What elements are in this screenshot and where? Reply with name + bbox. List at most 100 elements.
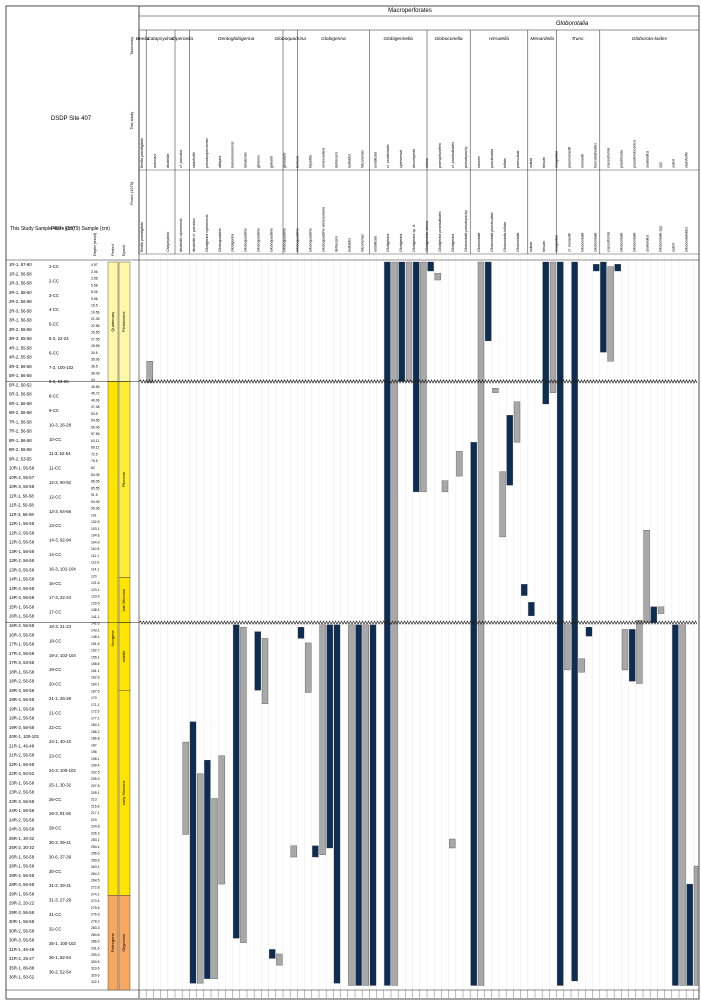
sample-this-study: 22R-3, 50-52	[9, 771, 35, 776]
depth-value: 172.6	[91, 710, 100, 714]
sample-this-study: 13R-1, 56-58	[9, 549, 35, 554]
range-bar-this-study	[485, 261, 492, 342]
depth-value: 186.8	[91, 737, 100, 741]
species-label-poore: bulloides	[347, 238, 351, 252]
range-bar-this-study	[557, 261, 564, 986]
sample-poore: 32-CC	[49, 926, 61, 931]
sample-this-study: 1R-3, 56-58	[9, 281, 32, 286]
depth-value: 123.9	[91, 595, 100, 599]
depth-value: 158.6	[91, 662, 100, 666]
sample-poore: 36-1, 52-54	[49, 955, 72, 960]
sample-this-study: 5R-3, 56-58	[9, 392, 32, 397]
sample-this-study: 23R-2, 56-58	[9, 790, 35, 795]
species-label-this-study: miozea	[477, 156, 481, 168]
sample-this-study: 21R-1, 46-48	[9, 743, 35, 748]
range-bar-this-study	[585, 626, 593, 637]
sample-this-study: 2R-2, 56-58	[9, 299, 32, 304]
range-bar-poore	[513, 401, 521, 443]
range-bar-this-study	[629, 629, 636, 682]
sample-poore: 23-1, 40-42	[49, 739, 72, 744]
depth-value: 21.06	[91, 317, 100, 321]
species-label-this-study: crassaformis	[607, 147, 611, 168]
depth-value: 143.1	[91, 628, 100, 632]
species-label-poore: Globorotalia	[620, 233, 624, 252]
depth-value: 155.1	[91, 655, 100, 659]
depth-value: 319.6	[91, 967, 100, 971]
depth-value: 114.1	[91, 567, 99, 571]
range-bar-this-study	[593, 264, 600, 272]
this-study-row-label: This study	[129, 112, 134, 130]
depth-value: 162.6	[91, 676, 100, 680]
depth-value: 320.6	[91, 973, 100, 977]
depth-value: 56.06	[91, 425, 100, 429]
range-bar-this-study	[672, 624, 679, 986]
species-label-this-study: dissimilis	[166, 153, 170, 168]
species-label-poore: Globorotalia	[477, 233, 481, 252]
range-bar-poore	[607, 266, 614, 362]
depth-value: 263.1	[91, 865, 100, 869]
species-label-this-study: Beella praedigitata	[140, 138, 144, 168]
species-label-poore: Globigerina	[231, 234, 235, 252]
sample-poore: 8-CC	[49, 394, 59, 399]
species-label-this-study: spp.	[658, 161, 662, 168]
depth-value: 291.6	[91, 946, 100, 950]
range-bar-poore	[449, 838, 456, 849]
period-label: Paleogene	[110, 932, 115, 952]
genus-label: Menardella	[530, 36, 554, 42]
genus-label: Globorota-loides	[632, 36, 668, 42]
depth-value: 253.1	[91, 838, 100, 842]
depth-value: 213	[91, 798, 97, 802]
species-label-poore: Globoquadrina	[296, 228, 300, 252]
sample-poore: 1-CC	[49, 264, 59, 269]
sample-poore: 35-1, 100-102	[49, 941, 76, 946]
depth-value: 129.5	[91, 601, 100, 605]
depth-value: 5.58	[91, 283, 98, 287]
sample-this-study: 10R-3, 55-58	[9, 484, 35, 489]
range-bar-poore	[693, 865, 699, 986]
depth-value: 202.5	[91, 770, 100, 774]
species-label-this-study: praesiphonifera	[438, 143, 442, 169]
species-label-this-study: ciperoensis	[399, 150, 403, 168]
depth-value: 72.5	[91, 452, 98, 456]
genus-label: Trunc.	[572, 36, 585, 42]
sample-this-study: 29R-2, 20-22	[9, 901, 35, 906]
sample-this-study: 18R-4, 56-58	[9, 697, 35, 702]
sample-this-study: 23R-1, 56-58	[9, 780, 35, 785]
species-label-poore: Globigerina ciperoensis	[205, 214, 209, 252]
epoch-band	[118, 895, 131, 991]
sample-poore: 11-CC	[49, 466, 61, 471]
depth-value: 35.06	[91, 358, 100, 362]
species-label-this-study: umbilicata	[373, 152, 377, 168]
sample-poore: 16-CC	[49, 581, 61, 586]
depth-value: 120	[91, 574, 97, 578]
species-label-poore: Globoquadrina	[270, 228, 274, 252]
range-bar-poore	[456, 451, 463, 477]
species-label-poore: Globigerina	[386, 234, 390, 252]
range-bar-this-study	[369, 624, 377, 986]
range-bar-this-study	[521, 584, 528, 596]
depth-value: 264.2	[91, 872, 100, 876]
species-label-poore: crassaformis	[607, 231, 611, 252]
species-label-this-study: menardii	[581, 154, 585, 168]
sample-poore: 24-3, 100-102	[49, 768, 76, 773]
range-bar-this-study	[542, 261, 549, 405]
sample-this-study: 5R-2, 50-52	[9, 382, 32, 387]
species-label-this-study: tripartita	[308, 155, 312, 168]
species-label-this-study: praescitula	[516, 151, 520, 169]
sample-this-study: 24R-3, 56-58	[9, 827, 35, 832]
depth-value: 76.5	[91, 459, 98, 463]
depth-value: 25.55	[91, 331, 100, 335]
species-label-poore: Globorotalia spp.	[658, 225, 662, 252]
sample-this-study: 2R-1, 58-60	[9, 290, 32, 295]
range-bar-poore	[362, 624, 369, 986]
range-bar-this-study	[427, 261, 434, 272]
sample-this-study: 20R-1, 100-102	[9, 734, 39, 739]
sample-this-study: 8R-1, 56-58	[9, 438, 32, 443]
depth-value: 45.56	[91, 385, 100, 389]
species-label-this-study: bulloides	[347, 154, 351, 168]
sample-this-study: 16R-1, 56-58	[9, 614, 35, 619]
depth-value: 286.5	[91, 940, 100, 944]
species-label-poore: falconensis	[360, 234, 364, 252]
range-bar-poore	[182, 741, 189, 835]
depth-value: 0.57	[91, 263, 98, 267]
